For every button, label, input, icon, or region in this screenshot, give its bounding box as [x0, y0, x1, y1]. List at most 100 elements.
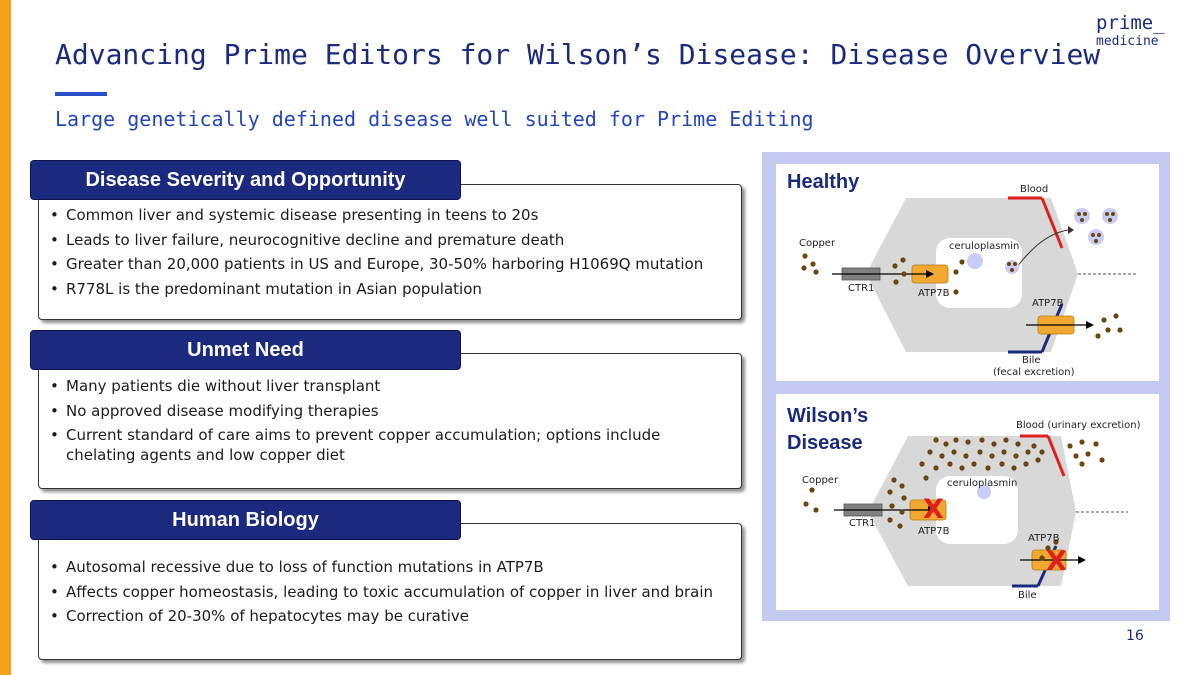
copper-dot [1003, 437, 1009, 443]
healthy-diagram: Healthy Blood Copper ceruloplasmin CTR1 … [776, 164, 1159, 381]
title-underline [55, 92, 107, 96]
page-subtitle: Large genetically defined disease well s… [55, 107, 814, 131]
vesicle [936, 476, 1018, 544]
copper-dot [991, 441, 997, 447]
copper-dot [899, 483, 905, 489]
unmet-need-heading: Unmet Need [30, 330, 461, 370]
copper-dot [953, 269, 959, 275]
copper-dot [900, 257, 906, 263]
copper-dot [897, 523, 903, 529]
list-item: Many patients die without liver transpla… [50, 376, 741, 396]
blood-line [1046, 435, 1066, 477]
copper-dot [1045, 545, 1051, 551]
unmet-need-bullets: Many patients die without liver transpla… [39, 376, 741, 465]
copper-dot [985, 465, 991, 471]
unmet-need-panel: Many patients die without liver transpla… [38, 353, 742, 489]
copper-dot [1101, 317, 1107, 323]
bile-export-arrowhead [1086, 321, 1094, 329]
human-biology-bullets: Autosomal recessive due to loss of funct… [39, 557, 741, 626]
wilson-diagram: Wilson’s Disease Blood (urinary excretio… [776, 394, 1159, 610]
copper-dot [919, 461, 925, 467]
copper-dot [977, 449, 983, 455]
copper-dot [1099, 457, 1105, 463]
copper-dot [1093, 441, 1099, 447]
copper-dot [892, 263, 898, 269]
copper-dot [1080, 218, 1084, 222]
copper-dot [1105, 212, 1109, 216]
list-item: No approved disease modifying therapies [50, 401, 741, 421]
copper-dot [802, 253, 808, 259]
list-item: Autosomal recessive due to loss of funct… [50, 557, 741, 577]
copper-dot [809, 487, 815, 493]
copper-dot [1111, 212, 1115, 216]
healthy-title: Healthy [787, 171, 860, 193]
copper-dot [1011, 465, 1017, 471]
copper-dot [887, 489, 893, 495]
copper-dot [959, 465, 965, 471]
copper-dot [1113, 313, 1119, 319]
wilson-cell-illustration [803, 434, 1128, 588]
copper-dot [943, 441, 949, 447]
wilson-blood-label: Blood (urinary excretion) [1016, 420, 1141, 431]
copper-dot [1007, 262, 1011, 266]
ceruloplasmin-protein [1088, 229, 1104, 245]
copper-dot [933, 437, 939, 443]
copper-dot [1001, 449, 1007, 455]
defect-x-mark: X [923, 494, 944, 525]
copper-dot [1053, 539, 1059, 545]
copper-dot [803, 501, 809, 507]
healthy-bile-note: (fecal excretion) [993, 367, 1075, 378]
healthy-ctr1-label: CTR1 [848, 283, 875, 294]
wilson-atp7b-inner-label: ATP7B [918, 526, 950, 537]
copper-dot [953, 289, 959, 295]
ceruloplasmin-protein [1102, 208, 1118, 224]
ceruloplasmin-protein [977, 485, 991, 499]
list-item: Greater than 20,000 patients in US and E… [50, 254, 741, 274]
copper-dot [893, 279, 899, 285]
healthy-copper-label: Copper [799, 238, 836, 249]
copper-dot [1025, 449, 1031, 455]
copper-dot [965, 439, 971, 445]
copper-dot [923, 475, 929, 481]
copper-dot [939, 453, 945, 459]
healthy-atp7b-outer-label: ATP7B [1032, 298, 1064, 309]
severity-bullets: Common liver and systemic disease presen… [39, 205, 741, 299]
severity-panel: Common liver and systemic disease presen… [38, 184, 742, 320]
copper-dot [1077, 212, 1081, 216]
copper-dot [1031, 443, 1037, 449]
wilson-title-line-2: Disease [787, 432, 863, 454]
ceruloplasmin-protein [1074, 208, 1090, 224]
copper-dot [901, 271, 907, 277]
copper-dot [899, 509, 905, 515]
company-logo: prime_ medicine [1096, 12, 1165, 49]
copper-dots [803, 437, 1105, 561]
list-item: Current standard of care aims to prevent… [50, 425, 741, 465]
copper-dot [1095, 333, 1101, 339]
wilson-bile-label: Bile [1018, 590, 1037, 601]
wilson-title-line-1: Wilson’s [787, 405, 869, 427]
copper-dot [901, 495, 907, 501]
copper-dot [963, 453, 969, 459]
copper-dot [1067, 443, 1073, 449]
copper-dot [1079, 461, 1085, 467]
page-number: 16 [1126, 628, 1144, 644]
copper-dot [1015, 441, 1021, 447]
wilson-atp7b-outer-label: ATP7B [1028, 533, 1060, 544]
list-item: Leads to liver failure, neurocognitive d… [50, 230, 741, 250]
human-biology-heading: Human Biology [30, 500, 461, 540]
copper-dot [999, 461, 1005, 467]
copper-dot [810, 261, 816, 267]
copper-dot [989, 453, 995, 459]
logo-line-1: prime_ [1096, 12, 1165, 34]
bile-export-arrowhead [1078, 556, 1086, 564]
list-item: Affects copper homeostasis, leading to t… [50, 582, 741, 602]
list-item: Correction of 20-30% of hepatocytes may … [50, 606, 741, 626]
copper-dot [1117, 327, 1123, 333]
ceruloplasmin-protein [967, 253, 983, 269]
wilson-ctr1-label: CTR1 [849, 518, 876, 529]
wilson-copper-label: Copper [802, 475, 839, 486]
copper-dot [933, 465, 939, 471]
severity-heading: Disease Severity and Opportunity [30, 160, 461, 200]
copper-dot [1010, 268, 1014, 272]
copper-flow-arrowhead [928, 506, 936, 514]
